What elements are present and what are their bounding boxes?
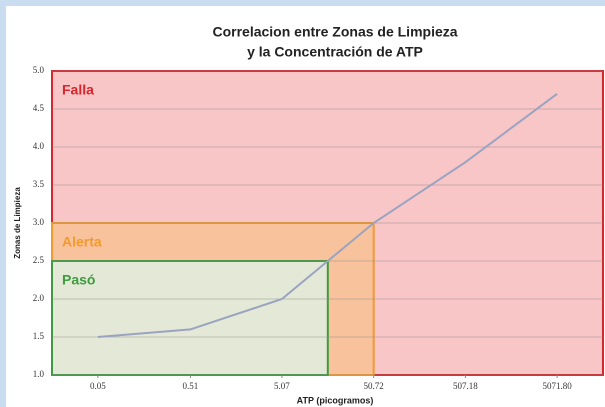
y-tick-label: 1.5 [33,331,45,341]
series-line [97,92,558,338]
x-tick-label: 507.18 [453,381,478,391]
chart-title: Correlacion entre Zonas de Limpieza [212,24,457,40]
x-tick-label: 5.07 [274,381,290,391]
zone [51,260,329,376]
zone-label: Alerta [62,234,102,250]
y-tick-label: 4.0 [33,141,45,151]
x-tick-label: 0.51 [183,381,199,391]
y-tick-label: 5.0 [33,65,45,75]
x-tick-label: 5071.80 [543,381,573,391]
zone-label: Falla [62,82,94,98]
y-axis-label: Zonas de Limpieza [13,187,22,259]
y-tick-label: 1.0 [33,369,45,379]
y-tick-label: 4.5 [33,103,45,113]
y-tick-label: 3.5 [33,179,45,189]
y-tick-label: 3.0 [33,217,45,227]
x-tick-label: 50.72 [364,381,384,391]
chart-title: y la Concentración de ATP [247,44,423,60]
x-tick-label: 0.05 [90,381,106,391]
zone-label: Pasó [62,272,95,288]
y-tick-label: 2.0 [33,293,45,303]
y-tick-label: 2.5 [33,255,45,265]
x-axis-label: ATP (picogramos) [297,395,374,405]
